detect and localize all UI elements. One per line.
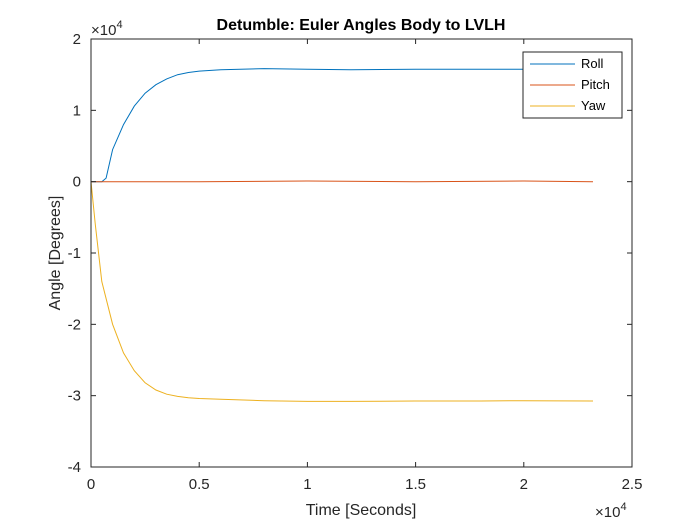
y-tick-label: 2 xyxy=(73,31,81,48)
x-axis-label: Time [Seconds] xyxy=(306,502,417,519)
x-tick-label: 1 xyxy=(303,476,311,493)
y-multiplier-base: ×10 xyxy=(91,22,116,39)
series-layer xyxy=(90,68,594,402)
y-tick-label: -4 xyxy=(68,459,81,476)
y-axis-label: Angle [Degrees] xyxy=(47,196,64,311)
y-tick-label: 1 xyxy=(73,102,81,119)
x-multiplier: ×104 xyxy=(595,501,627,521)
y-tick-label: -3 xyxy=(68,388,81,405)
series-line-pitch xyxy=(91,180,594,183)
x-multiplier-base: ×10 xyxy=(595,504,620,521)
x-tick-label: 2 xyxy=(520,476,528,493)
y-tick-label: -2 xyxy=(68,316,81,333)
y-multiplier-exp: 4 xyxy=(116,19,122,31)
legend: Roll Pitch Yaw xyxy=(522,51,623,119)
x-tick-label: 1.5 xyxy=(405,476,426,493)
series-line-yaw xyxy=(90,181,594,402)
y-multiplier: ×104 xyxy=(91,19,123,39)
legend-label-pitch: Pitch xyxy=(581,77,610,92)
y-tick-label: 0 xyxy=(73,174,81,191)
x-tick-label: 0.5 xyxy=(189,476,210,493)
tick-layer: 0 0.5 1 1.5 2 2.5 -4 -3 -2 -1 0 1 2 xyxy=(68,31,643,493)
y-tick-label: -1 xyxy=(68,245,81,262)
legend-label-yaw: Yaw xyxy=(581,98,606,113)
x-tick-label: 2.5 xyxy=(622,476,643,493)
x-multiplier-exp: 4 xyxy=(620,501,626,513)
series-line-roll xyxy=(91,68,593,183)
x-tick-label: 0 xyxy=(87,476,95,493)
legend-label-roll: Roll xyxy=(581,56,604,71)
chart-title: Detumble: Euler Angles Body to LVLH xyxy=(217,17,506,34)
